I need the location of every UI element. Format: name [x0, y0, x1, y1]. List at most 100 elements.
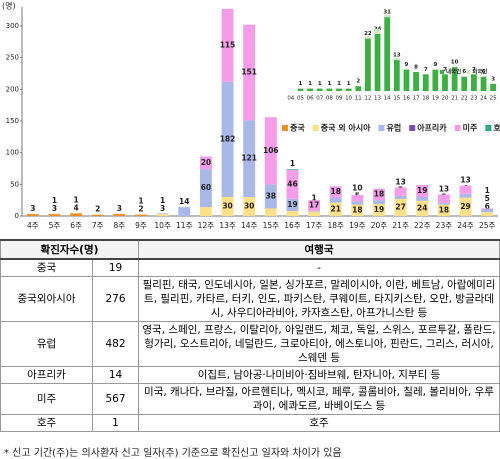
x-tick-label: 12 [364, 96, 371, 102]
bar-segment [199, 207, 212, 216]
data-label: 3 [30, 204, 35, 213]
data-label: 30 [222, 202, 232, 211]
bar-segment [394, 198, 407, 216]
data-label: 31 [383, 10, 391, 16]
header-cell: 여행국 [138, 239, 500, 260]
x-tick-label: 23주 [436, 221, 453, 230]
data-label: 115 [220, 40, 236, 49]
x-tick-label: 20 [442, 96, 449, 102]
x-tick-label: 8주 [114, 221, 126, 230]
data-label: 1 [327, 81, 331, 87]
bar-segment [48, 213, 61, 215]
data-label: 4 [73, 203, 78, 212]
bar-segment [70, 213, 83, 216]
data-label: 7 [472, 67, 476, 73]
data-label: 19 [287, 200, 297, 209]
table-cell: 567 [92, 383, 139, 415]
bar-segment [422, 74, 429, 91]
x-tick-label: 11주 [176, 221, 193, 230]
bar-segment [286, 198, 299, 211]
bar-segment [221, 8, 234, 82]
legend-box [278, 121, 496, 135]
bar-segment [156, 213, 169, 215]
data-label: 20 [201, 158, 211, 167]
bar-segment [286, 169, 299, 199]
bar-segment [481, 209, 494, 213]
table-cell: 필리핀, 태국, 인도네시아, 일본, 싱가포르, 말레이시아, 이란, 베트남… [138, 276, 500, 322]
data-label: 9 [405, 62, 409, 68]
chart: (명) 0501001502002503004주35주316주417주28주39… [2, 1, 500, 231]
bar-segment [481, 208, 494, 210]
data-label: 46 [287, 179, 297, 188]
legend-swatch [378, 125, 385, 131]
legend-swatch [440, 70, 444, 74]
y-tick-label: 300 [6, 22, 19, 30]
x-tick-label: 24 [480, 96, 487, 102]
data-label: 6 [482, 69, 486, 75]
bar-segment [307, 88, 313, 91]
legend-swatch [312, 125, 319, 131]
data-label: 18 [331, 187, 341, 196]
legend-label: 미주 [463, 123, 478, 133]
table-row: 중국외아시아 276 필리핀, 태국, 인도네시아, 일본, 싱가포르, 말레이시아… [0, 276, 500, 322]
header-cell: 확진자수(명) [0, 239, 139, 260]
data-label: 19 [417, 186, 427, 195]
bar-segment [326, 88, 333, 91]
bar-segment [393, 57, 400, 61]
bar-segment [394, 195, 407, 199]
data-label: 2 [138, 205, 143, 214]
table-cell: 유럽 [0, 321, 93, 367]
table-cell: 중국외아시아 [0, 276, 93, 322]
x-tick-label: 14주 [241, 221, 258, 230]
data-label: 14 [179, 197, 189, 206]
bar-segment [490, 83, 497, 91]
x-tick-label: 9주 [135, 221, 147, 230]
data-label: 3 [52, 204, 57, 213]
bar-segment [351, 201, 364, 205]
data-label: 22 [364, 31, 372, 37]
x-tick-label: 15 [393, 96, 400, 102]
x-tick-label: 07 [316, 96, 323, 102]
table-cell: 1 [92, 414, 139, 432]
bar-segment [264, 184, 277, 209]
x-tick-label: 17 [413, 96, 420, 102]
bar-segment [178, 207, 191, 216]
bar-segment [437, 194, 450, 203]
y-tick-label: 250 [6, 54, 19, 62]
legend-label: 외국인 [472, 68, 487, 76]
data-label: 1 [73, 195, 78, 204]
bar-segment [459, 193, 472, 198]
travel-table: 확진자수(명) 여행국 중국 19- 중국외아시아 276 필리핀, 태국, 인도네시아… [0, 239, 500, 432]
bar-segment [308, 211, 321, 216]
data-label: 13 [439, 184, 449, 193]
x-tick-label: 17주 [306, 221, 323, 230]
bar-segment [113, 214, 126, 216]
data-label: 3 [160, 204, 165, 213]
bar-segment [351, 195, 364, 202]
x-tick-label: 19주 [349, 221, 366, 230]
table-row: 중국 19- [0, 258, 500, 277]
table-cell: 호주 [138, 414, 500, 432]
footnote: * 신고 기간(주)는 의사환자 신고 일자(주) 기준으로 확진신고 일자와 … [4, 448, 342, 459]
bar-segment [394, 187, 407, 196]
bar-segment [264, 208, 277, 216]
bar-segment [221, 81, 234, 197]
data-label: 2 [356, 79, 360, 85]
bar-segment [373, 203, 385, 216]
bar-segment [351, 204, 364, 216]
x-tick-label: 13주 [219, 221, 236, 230]
table-cell: 14 [92, 366, 139, 384]
table-cell: 19 [92, 258, 139, 277]
legend-swatch [282, 125, 288, 131]
bar-segment [156, 214, 169, 216]
table-cell: 영국, 스페인, 프랑스, 이탈리아, 아일랜드, 체코, 독일, 스위스, 포… [138, 321, 500, 367]
data-label: 5 [485, 194, 490, 203]
legend-label: 중국 외 아시아 [321, 123, 371, 133]
bar-segment [329, 186, 342, 198]
table-row: 유럽 482 영국, 스페인, 프랑스, 이탈리아, 아일랜드, 체코, 독일, 스… [0, 321, 500, 367]
data-label: 1 [52, 196, 57, 205]
bar-segment [442, 74, 448, 91]
table-cell: 미국, 캐나다, 브라질, 아르헨티나, 멕시코, 페루, 콜롬비아, 칠레, … [138, 383, 500, 415]
x-tick-label: 5주 [49, 221, 61, 230]
